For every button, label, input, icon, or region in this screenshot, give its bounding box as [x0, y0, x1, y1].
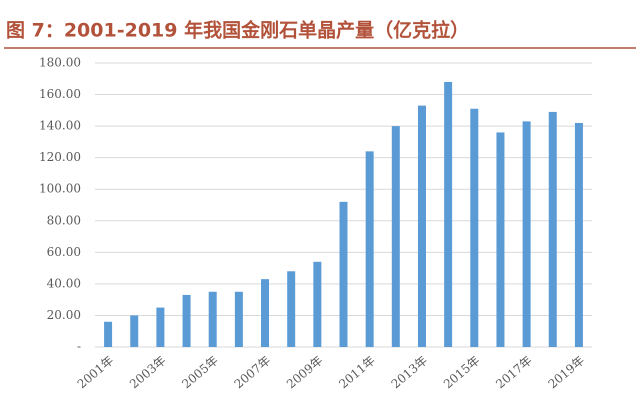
bar — [522, 121, 531, 347]
x-tick-label: 2005年 — [179, 353, 221, 391]
bar — [261, 279, 270, 347]
bar — [470, 108, 479, 347]
bar — [104, 321, 113, 347]
x-tick-label: 2009年 — [284, 353, 326, 391]
y-tick-label: 60.00 — [47, 245, 81, 259]
x-tick-label: 2003年 — [127, 353, 169, 391]
bar — [574, 122, 583, 347]
x-tick-label: 2017年 — [493, 353, 535, 391]
chart-title: 图 7：2001-2019 年我国金刚石单晶产量（亿克拉） — [6, 19, 469, 42]
bar — [391, 126, 400, 347]
y-tick-label: 180.00 — [39, 56, 81, 70]
bar — [548, 111, 557, 348]
bar — [287, 271, 296, 347]
x-tick-label: 2011年 — [336, 353, 378, 391]
x-tick-label: 2015年 — [441, 353, 483, 391]
x-tick-label: 2007年 — [232, 353, 274, 391]
bar — [208, 291, 217, 347]
bar — [130, 315, 139, 347]
x-tick-label: 2019年 — [546, 353, 588, 391]
y-tick-label: 120.00 — [39, 150, 81, 164]
y-tick-label: 160.00 — [39, 87, 81, 101]
x-tick-label: 2013年 — [389, 353, 431, 391]
bar — [444, 81, 453, 347]
x-tick-label: 2001年 — [75, 353, 117, 391]
y-tick-label: 80.00 — [47, 213, 81, 227]
bar — [313, 261, 322, 347]
bar — [339, 201, 348, 347]
y-tick-label: 20.00 — [47, 308, 81, 322]
bar — [417, 105, 426, 347]
y-tick-label: 100.00 — [39, 182, 81, 196]
bar — [234, 291, 243, 347]
y-tick-label: 40.00 — [47, 276, 81, 290]
bar — [365, 151, 374, 347]
bar — [182, 294, 191, 347]
bar — [496, 132, 505, 347]
y-tick-label: 140.00 — [39, 119, 81, 133]
y-tick-label: - — [77, 340, 81, 354]
bar — [156, 307, 165, 347]
